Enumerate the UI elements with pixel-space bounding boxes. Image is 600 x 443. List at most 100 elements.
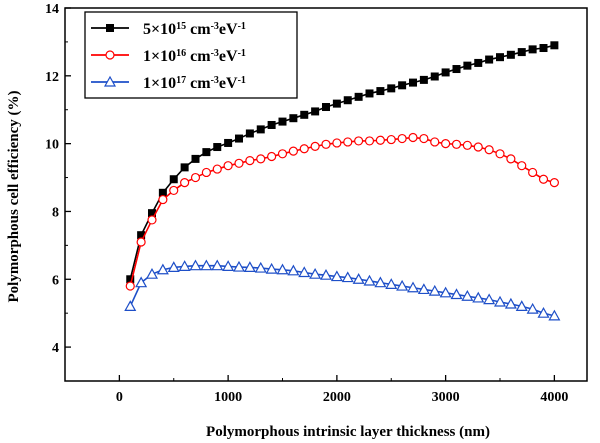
y-tick-label: 10: [45, 138, 59, 153]
data-point: [343, 96, 352, 105]
data-point: [451, 139, 462, 149]
x-tick-label: 2000: [323, 390, 351, 405]
data-point: [450, 288, 463, 300]
data-point: [298, 266, 311, 278]
data-point: [147, 215, 157, 225]
data-point: [212, 164, 222, 174]
data-point: [385, 278, 398, 289]
y-axis-title: Polymorphous cell efficiency (%): [6, 90, 22, 302]
data-point: [495, 149, 505, 159]
data-point: [289, 114, 298, 123]
data-point: [309, 267, 322, 279]
data-point: [354, 136, 364, 146]
data-point: [374, 276, 387, 288]
data-point: [397, 133, 407, 144]
data-point: [319, 268, 333, 280]
data-point: [311, 107, 320, 116]
data-point: [484, 145, 494, 155]
data-point: [169, 185, 179, 196]
y-tick-label: 14: [45, 2, 59, 17]
data-point: [474, 58, 483, 67]
series-3: [124, 259, 561, 321]
data-point: [419, 75, 428, 84]
data-point: [278, 117, 287, 126]
data-point: [441, 68, 450, 77]
x-axis-title: Polymorphous intrinsic layer thickness (…: [206, 424, 490, 440]
data-point: [463, 61, 472, 70]
data-point: [408, 132, 418, 143]
data-point: [330, 270, 343, 282]
data-point: [439, 286, 452, 298]
data-point: [387, 84, 396, 93]
data-point: [473, 142, 483, 152]
data-point: [430, 137, 440, 147]
data-point: [472, 291, 485, 303]
data-point: [267, 151, 277, 162]
y-tick-label: 4: [52, 341, 59, 356]
data-point: [515, 300, 528, 311]
data-point: [211, 259, 224, 271]
data-point: [364, 136, 375, 146]
data-point: [189, 259, 202, 271]
data-point: [180, 178, 190, 188]
data-point: [409, 78, 417, 87]
series-line: [129, 44, 555, 280]
data-point: [277, 149, 288, 159]
data-point: [256, 154, 266, 164]
data-point: [504, 297, 517, 309]
data-point: [538, 174, 549, 184]
data-point: [363, 274, 376, 286]
data-point: [539, 44, 548, 53]
data-point: [322, 103, 330, 112]
y-tick-label: 6: [52, 273, 59, 288]
data-point: [191, 154, 200, 163]
data-point: [417, 283, 430, 295]
data-point: [365, 89, 374, 98]
legend-label: 1×1017 cm-3eV-1: [143, 75, 246, 93]
data-point: [332, 99, 341, 108]
data-point: [548, 309, 561, 321]
data-point: [245, 129, 254, 138]
data-point: [287, 264, 300, 276]
data-point: [224, 138, 233, 147]
data-point: [528, 45, 537, 54]
data-point: [156, 263, 169, 275]
data-point: [223, 161, 233, 171]
data-point: [201, 167, 211, 178]
data-point: [167, 261, 180, 273]
data-point: [135, 276, 148, 288]
data-point: [462, 140, 472, 150]
data-point: [406, 281, 420, 293]
data-point: [103, 75, 117, 87]
series-line: [129, 136, 555, 287]
legend-item-2: 1×1016 cm-3eV-1: [91, 48, 246, 66]
data-point: [213, 143, 222, 152]
data-point: [321, 139, 331, 149]
data-point: [234, 158, 244, 168]
x-tick-label: 3000: [432, 390, 460, 405]
data-point: [265, 262, 278, 274]
data-point: [124, 300, 137, 311]
data-point: [396, 279, 409, 291]
data-point: [506, 50, 515, 59]
data-point: [235, 134, 243, 143]
axes: 0 1000 2000 3000 4000 4 6 8 10 12 14: [45, 2, 588, 405]
data-point: [299, 144, 309, 154]
series-layer: [124, 41, 561, 321]
data-point: [352, 273, 365, 284]
legend-label: 1×1016 cm-3eV-1: [143, 48, 246, 66]
data-point: [256, 125, 265, 134]
data-point: [300, 110, 309, 119]
data-point: [452, 65, 461, 74]
data-point: [105, 50, 115, 60]
data-point: [506, 154, 516, 164]
series-2: [125, 132, 559, 291]
data-point: [343, 137, 353, 147]
data-point: [232, 260, 246, 272]
data-point: [202, 148, 211, 157]
data-point: [517, 161, 527, 171]
data-point: [190, 172, 201, 183]
data-point: [178, 260, 191, 271]
data-point: [276, 263, 289, 275]
